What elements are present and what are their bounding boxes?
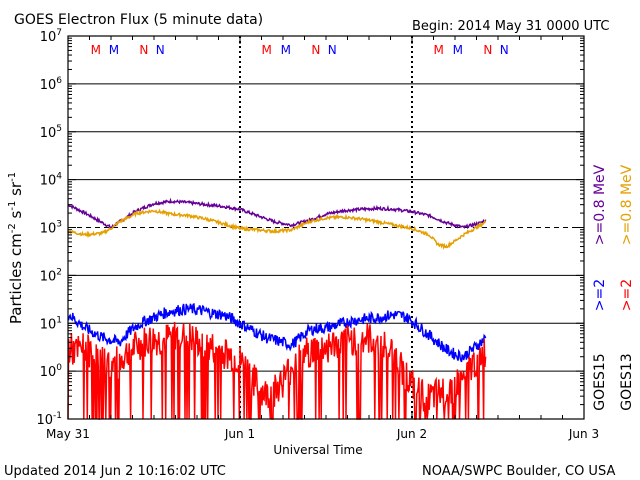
y-tick-label: 100 bbox=[40, 363, 63, 380]
x-axis: May 31 Jun 1 Jun 2 Jun 3 bbox=[46, 36, 599, 441]
y-axis-title-part: Particles cm bbox=[7, 233, 25, 324]
mode-marker: N bbox=[311, 43, 320, 57]
y-tick-exponent: 3 bbox=[56, 220, 62, 230]
legend-low-energy-label: >=0.8 MeV bbox=[592, 164, 608, 245]
legend-group-label: GOES15 bbox=[592, 353, 608, 410]
y-axis-title-part: -2 bbox=[7, 223, 18, 233]
y-tick-exponent: 1 bbox=[56, 315, 62, 325]
y-tick-label: 101 bbox=[40, 315, 62, 332]
x-tick-label: Jun 2 bbox=[396, 427, 427, 441]
mode-marker: M bbox=[281, 43, 291, 57]
y-tick-exponent: 7 bbox=[56, 28, 62, 38]
y-tick-label: 10-1 bbox=[36, 411, 62, 428]
legend-high-energy-label: >=2 bbox=[619, 279, 635, 311]
y-tick-label: 105 bbox=[40, 124, 62, 141]
mode-marker: N bbox=[500, 43, 509, 57]
series-line-goes15-2-mev bbox=[67, 303, 487, 363]
y-axis-title-part: -1 bbox=[7, 201, 18, 211]
y-tick-exponent: 0 bbox=[56, 363, 62, 373]
y-tick-label: 107 bbox=[40, 28, 62, 45]
chart-title: GOES Electron Flux (5 minute data) bbox=[14, 12, 263, 28]
legend-high-energy-label: >=2 bbox=[592, 279, 608, 311]
x-tick-label: Jun 3 bbox=[568, 427, 599, 441]
y-tick-exponent: 4 bbox=[56, 172, 62, 182]
plot-background bbox=[68, 36, 584, 419]
series-line-goes15-0-8-mev bbox=[67, 197, 487, 230]
begin-date: Begin: 2014 May 31 0000 UTC bbox=[412, 19, 609, 34]
plot-area bbox=[68, 36, 584, 419]
y-tick-exponent: -1 bbox=[53, 411, 62, 421]
legend-low-energy-label: >=0.8 MeV bbox=[619, 164, 635, 245]
y-tick-label: 102 bbox=[40, 267, 62, 284]
y-tick-exponent: 2 bbox=[56, 267, 62, 277]
mode-marker: M bbox=[453, 43, 463, 57]
legend-group-label: GOES13 bbox=[619, 353, 635, 410]
y-tick-exponent: 6 bbox=[56, 76, 62, 86]
y-axis-title-part: sr bbox=[7, 181, 25, 201]
mode-marker: M bbox=[261, 43, 271, 57]
series-line-goes13-0-8-mev bbox=[67, 208, 487, 251]
mode-marker: M bbox=[433, 43, 443, 57]
y-axis-title-part: s bbox=[7, 210, 25, 223]
x-tick-label: May 31 bbox=[46, 427, 90, 441]
y-axis-title: Particles cm-2 s-1 sr-1 bbox=[7, 172, 25, 324]
mode-marker: N bbox=[139, 43, 148, 57]
mode-marker: N bbox=[156, 43, 165, 57]
x-tick-label: Jun 1 bbox=[224, 427, 255, 441]
x-axis-title: Universal Time bbox=[273, 443, 362, 457]
credit-line: NOAA/SWPC Boulder, CO USA bbox=[422, 464, 615, 479]
mode-marker: N bbox=[328, 43, 337, 57]
y-axis-title-part: -1 bbox=[7, 172, 18, 182]
y-tick-exponent: 5 bbox=[56, 124, 62, 134]
mode-marker: N bbox=[483, 43, 492, 57]
legend: GOES13 >=2 >=0.8 MeV GOES15 >=2 >=0.8 MeV bbox=[592, 164, 635, 410]
updated-timestamp: Updated 2014 Jun 2 10:16:02 UTC bbox=[4, 464, 226, 479]
y-tick-label: 106 bbox=[40, 76, 63, 93]
mode-marker: M bbox=[109, 43, 119, 57]
y-tick-label: 104 bbox=[40, 172, 63, 189]
y-tick-label: 103 bbox=[40, 220, 62, 237]
mode-marker: M bbox=[91, 43, 101, 57]
